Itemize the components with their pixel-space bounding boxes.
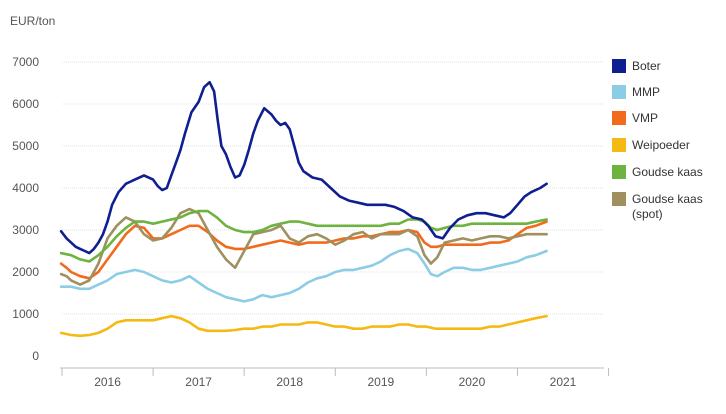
y-tick-label: 0 <box>32 349 39 363</box>
y-tick-label: 5000 <box>12 139 39 153</box>
legend-swatch <box>612 59 626 73</box>
series-lines <box>59 80 548 338</box>
legend-label: VMP <box>632 111 658 125</box>
series-line-vmp <box>59 220 548 280</box>
legend-label: Boter <box>632 59 661 73</box>
legend-swatch <box>612 85 626 99</box>
x-tick-label: 2017 <box>185 375 212 389</box>
y-axis-unit-label: EUR/ton <box>10 14 55 28</box>
y-tick-label: 2000 <box>12 265 39 279</box>
legend-label: Weipoeder <box>632 138 690 152</box>
x-tick-label: 2019 <box>367 375 394 389</box>
y-tick-label: 7000 <box>12 55 39 69</box>
y-axis-tick-labels: 0 1000 2000 3000 4000 5000 6000 7000 <box>12 55 39 363</box>
y-tick-label: 4000 <box>12 181 39 195</box>
x-axis: 2016 2017 2018 2019 2020 2021 <box>60 367 610 389</box>
x-tick-label: 2021 <box>550 375 577 389</box>
legend-label-continued: (spot) <box>632 207 663 221</box>
gridlines <box>62 61 604 315</box>
x-tick-label: 2018 <box>276 375 303 389</box>
legend-label: Goudse kaas <box>632 165 703 179</box>
legend: Boter MMP VMP Weipoeder Goudse kaas Goudse ka… <box>612 59 703 221</box>
legend-swatch <box>612 138 626 152</box>
x-tick-label: 2016 <box>94 375 121 389</box>
series-line-weipoeder <box>59 314 548 338</box>
legend-swatch <box>612 192 626 206</box>
legend-swatch <box>612 165 626 179</box>
y-tick-label: 1000 <box>12 307 39 321</box>
legend-swatch <box>612 111 626 125</box>
legend-label: Goudse kaas <box>632 192 703 206</box>
series-line-goudse-kaas-spot <box>59 207 548 286</box>
series-line-goudse-kaas <box>59 209 548 263</box>
y-tick-label: 6000 <box>12 97 39 111</box>
series-line-mmp <box>59 247 548 303</box>
y-tick-label: 3000 <box>12 223 39 237</box>
x-tick-label: 2020 <box>459 375 486 389</box>
legend-label: MMP <box>632 85 660 99</box>
series-line-boter <box>59 80 548 255</box>
